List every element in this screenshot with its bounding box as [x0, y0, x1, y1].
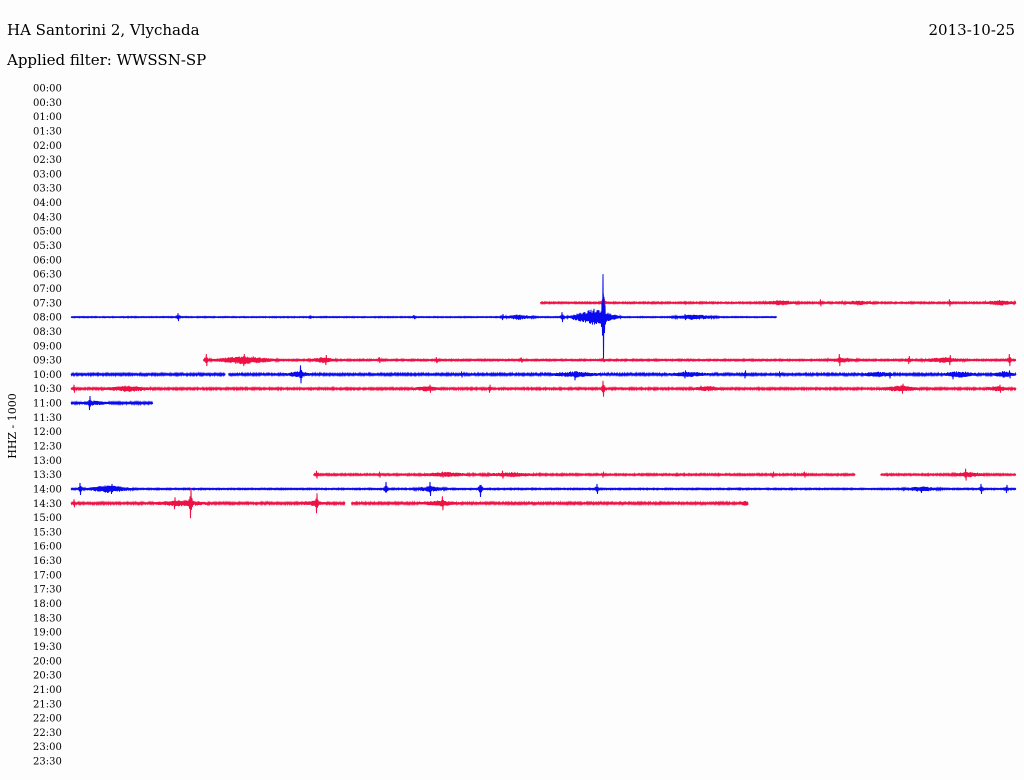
channel-label: HHZ - 1000 — [6, 393, 19, 459]
trace-1000 — [70, 365, 1017, 384]
time-tick-label: 04:30 — [33, 212, 62, 223]
trace-1400 — [70, 481, 1017, 497]
time-tick-label: 22:00 — [33, 714, 62, 725]
time-tick-label: 13:30 — [33, 470, 62, 481]
applied-filter-label: Applied filter: WWSSN-SP — [7, 51, 207, 69]
time-tick-label: 01:00 — [33, 112, 62, 123]
time-tick-label: 11:30 — [33, 413, 62, 424]
time-tick-label: 08:00 — [33, 313, 62, 324]
time-tick-label: 06:00 — [33, 255, 62, 266]
time-tick-label: 05:00 — [33, 227, 62, 238]
time-tick-label: 06:30 — [33, 270, 62, 281]
time-tick-label: 18:00 — [33, 599, 62, 610]
time-tick-label: 11:00 — [33, 399, 62, 410]
time-tick-label: 13:00 — [33, 456, 62, 467]
trace-0930 — [202, 354, 1017, 367]
time-axis-labels: 00:00 00:30 01:00 01:30 02:00 02:30 03:00 03:30… — [33, 84, 62, 768]
time-tick-label: 00:30 — [33, 98, 62, 109]
trace-1330 — [313, 468, 1017, 481]
time-tick-label: 19:00 — [33, 628, 62, 639]
time-tick-label: 02:00 — [33, 141, 62, 152]
time-tick-label: 04:00 — [33, 198, 62, 209]
time-tick-label: 17:30 — [33, 585, 62, 596]
time-tick-label: 21:00 — [33, 685, 62, 696]
time-tick-label: 09:30 — [33, 356, 62, 367]
time-tick-label: 12:00 — [33, 427, 62, 438]
time-tick-label: 07:30 — [33, 298, 62, 309]
time-tick-label: 23:30 — [33, 757, 62, 768]
time-tick-label: 17:00 — [33, 570, 62, 581]
time-tick-label: 07:00 — [33, 284, 62, 295]
time-tick-label: 03:00 — [33, 169, 62, 180]
time-tick-label: 15:30 — [33, 527, 62, 538]
time-tick-label: 00:00 — [33, 84, 62, 95]
time-tick-label: 20:00 — [33, 656, 62, 667]
time-tick-label: 08:30 — [33, 327, 62, 338]
time-tick-label: 14:30 — [33, 499, 62, 510]
trace-1030 — [70, 380, 1017, 397]
station-title: HA Santorini 2, Vlychada — [7, 21, 200, 39]
time-tick-label: 09:00 — [33, 341, 62, 352]
time-tick-label: 01:30 — [33, 126, 62, 137]
time-tick-label: 03:30 — [33, 184, 62, 195]
time-tick-label: 05:30 — [33, 241, 62, 252]
trace-layer — [70, 274, 1017, 519]
time-tick-label: 10:30 — [33, 384, 62, 395]
time-tick-label: 16:30 — [33, 556, 62, 567]
plot-date: 2013-10-25 — [928, 21, 1015, 39]
time-tick-label: 19:30 — [33, 642, 62, 653]
time-tick-label: 15:00 — [33, 513, 62, 524]
time-tick-label: 23:00 — [33, 742, 62, 753]
time-tick-label: 22:30 — [33, 728, 62, 739]
time-tick-label: 20:30 — [33, 671, 62, 682]
trace-1430 — [70, 488, 749, 519]
time-tick-label: 14:00 — [33, 484, 62, 495]
trace-1100 — [70, 396, 153, 411]
time-tick-label: 18:30 — [33, 613, 62, 624]
time-tick-label: 21:30 — [33, 699, 62, 710]
trace-0730 — [539, 293, 1017, 312]
time-tick-label: 02:30 — [33, 155, 62, 166]
time-tick-label: 10:00 — [33, 370, 62, 381]
time-tick-label: 16:00 — [33, 542, 62, 553]
time-tick-label: 12:30 — [33, 442, 62, 453]
trace-0800 — [70, 274, 777, 361]
